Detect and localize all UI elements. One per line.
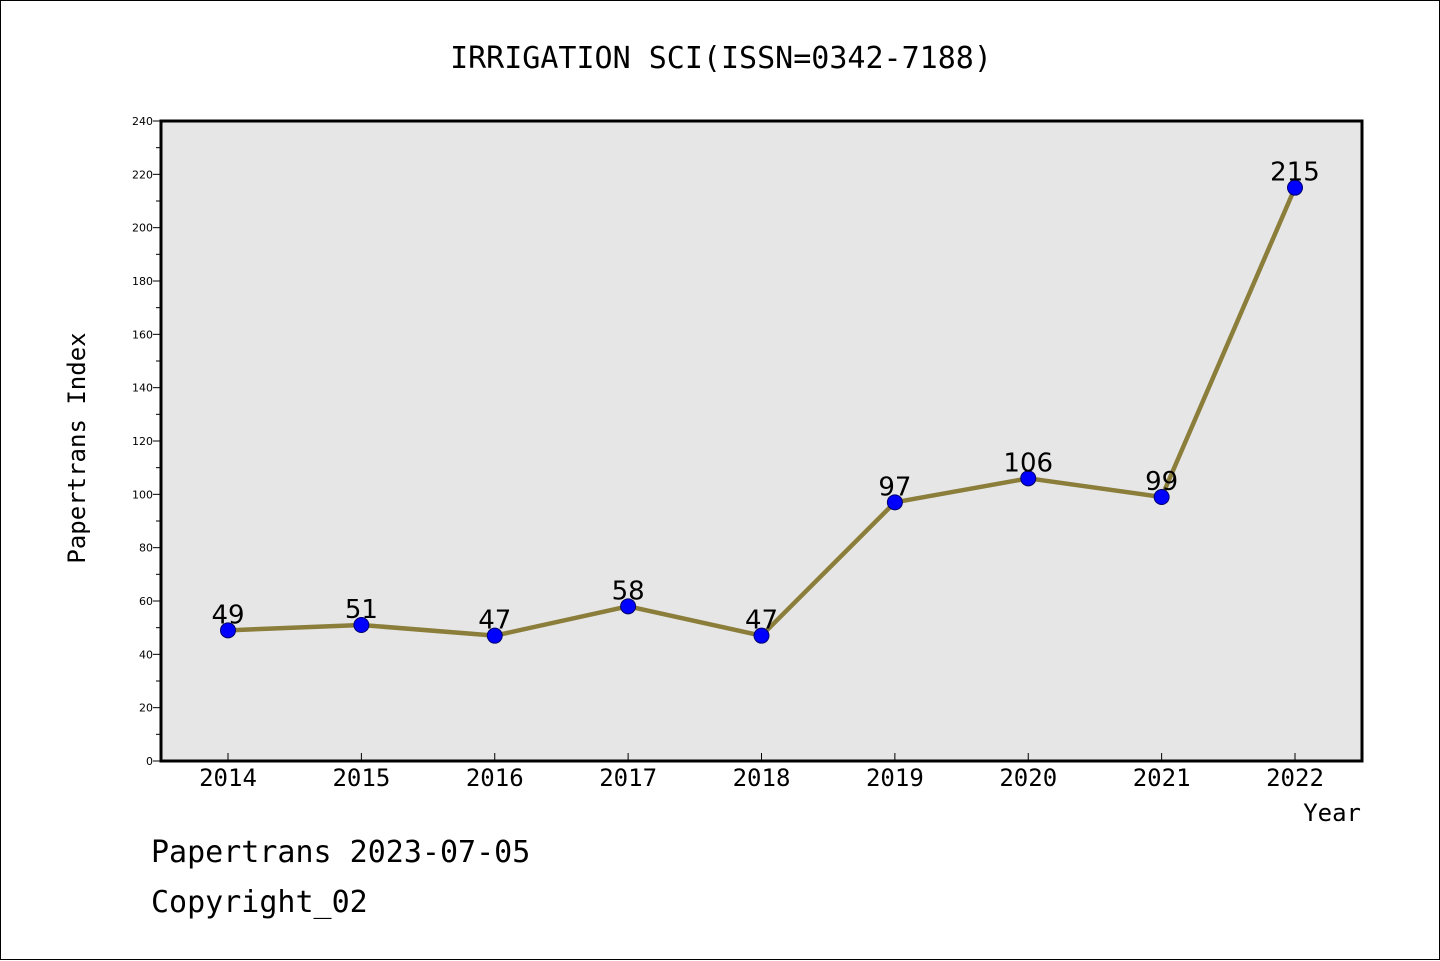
x-tick-label: 2020	[999, 764, 1057, 792]
y-tick-label: 200	[132, 222, 153, 235]
y-tick-label: 60	[139, 595, 153, 608]
footer-date: Papertrans 2023-07-05	[151, 835, 531, 870]
data-label: 49	[211, 600, 244, 630]
y-tick-label: 100	[132, 488, 153, 501]
x-tick-label: 2021	[1133, 764, 1191, 792]
data-label: 99	[1145, 467, 1178, 497]
y-tick-label: 0	[146, 755, 153, 768]
chart-title: IRRIGATION SCI(ISSN=0342-7188)	[450, 41, 992, 76]
x-tick-label: 2014	[199, 764, 257, 792]
data-point-marker	[486, 627, 503, 644]
data-label: 106	[1003, 448, 1053, 478]
x-tick-label: 2018	[733, 764, 791, 792]
y-tick-label: 40	[139, 648, 153, 661]
y-axis: 0 20 40 60 80 100 120 140 160 180 200 220 240	[132, 115, 161, 768]
data-label: 47	[745, 606, 778, 636]
y-axis-label: Papertrans Index	[63, 332, 91, 563]
y-tick-label: 80	[139, 542, 153, 555]
data-point-marker	[753, 627, 770, 644]
x-axis: 2014 2015 2016 2017 2018 2019 2020 2021 2022	[199, 753, 1324, 792]
data-point-marker	[1287, 179, 1303, 196]
footer-copyright: Copyright_02	[151, 885, 368, 920]
data-point-marker	[620, 598, 637, 615]
y-tick-label: 240	[132, 115, 153, 128]
data-label: 215	[1270, 158, 1320, 188]
x-tick-label: 2019	[866, 764, 924, 792]
y-tick-label: 160	[132, 328, 153, 341]
data-label: 58	[612, 576, 645, 606]
data-point-marker	[220, 622, 236, 639]
x-tick-label: 2017	[599, 764, 657, 792]
y-tick-label: 20	[139, 702, 153, 715]
x-tick-label: 2022	[1266, 764, 1324, 792]
data-label: 51	[345, 595, 378, 625]
y-tick-label: 220	[132, 168, 153, 181]
data-point-marker	[886, 494, 903, 511]
data-label: 97	[878, 472, 911, 502]
x-tick-label: 2015	[332, 764, 390, 792]
x-tick-label: 2016	[466, 764, 524, 792]
data-point-marker	[1020, 470, 1037, 487]
data-point-marker	[353, 617, 370, 633]
y-tick-label: 120	[132, 435, 153, 448]
x-axis-label: Year	[1303, 799, 1361, 827]
data-point-marker	[1153, 489, 1170, 505]
y-tick-label: 140	[132, 382, 153, 395]
y-tick-label: 180	[132, 275, 153, 288]
plot-area	[159, 119, 1364, 763]
markers-group	[220, 179, 1303, 644]
data-label: 47	[478, 606, 511, 636]
data-labels-group: 49 51 47 58 47 97 106 99 215	[211, 158, 1319, 636]
